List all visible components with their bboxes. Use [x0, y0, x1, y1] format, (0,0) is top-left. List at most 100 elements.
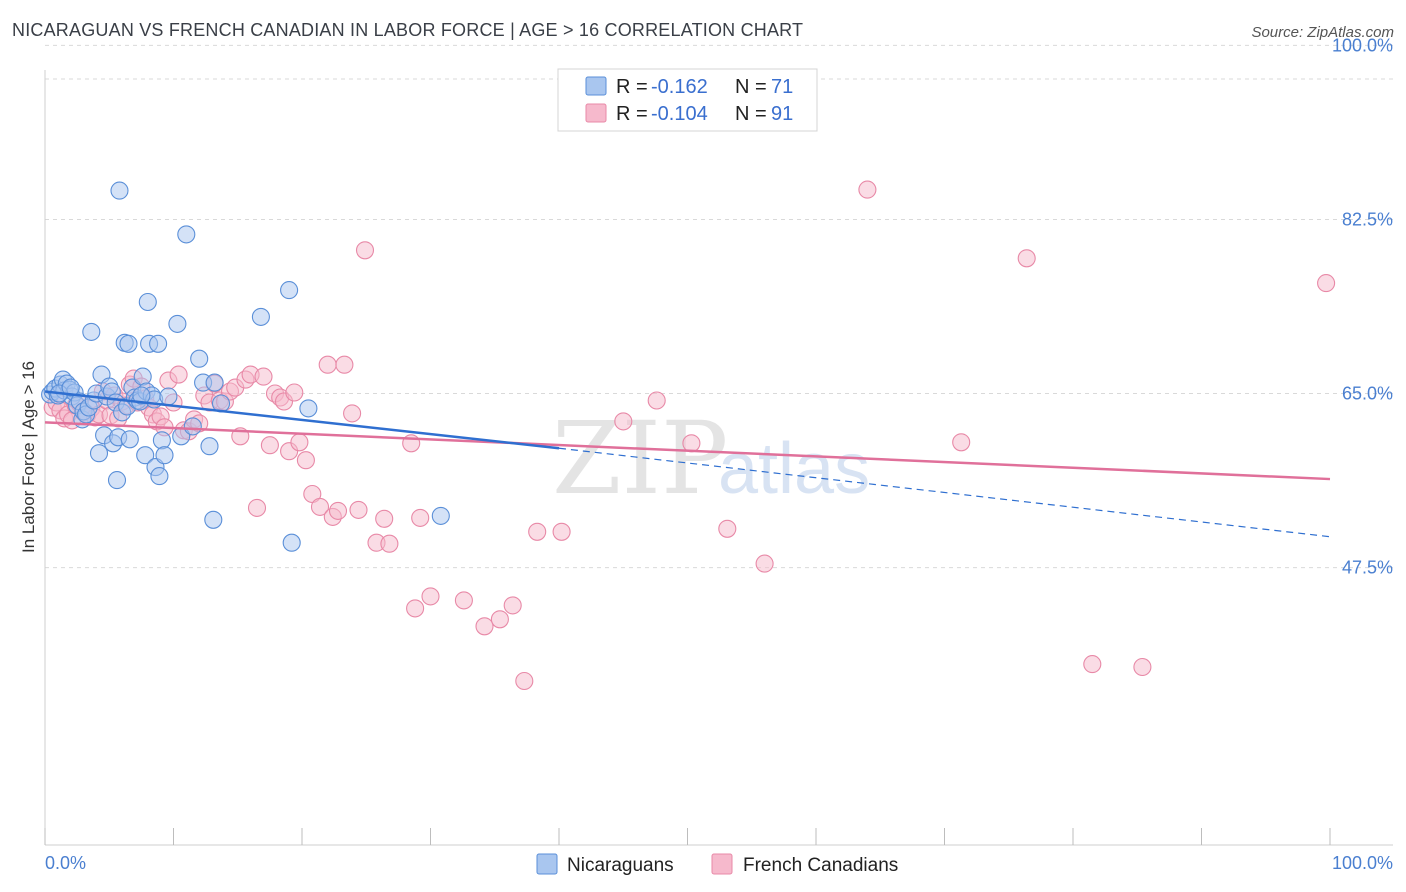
french-canadian-point — [328, 501, 348, 520]
legend-r-value-1: -0.162 — [651, 76, 708, 98]
nicaraguan-point — [168, 314, 187, 333]
nicaraguan-point — [190, 349, 209, 368]
french-canadian-point — [552, 522, 571, 541]
french-canadian-points — [43, 180, 1336, 691]
legend: R = -0.162 N = 71 R = -0.104 N = 91 — [557, 68, 818, 132]
nicaraguan-point — [431, 506, 450, 525]
french-canadian-point — [858, 180, 877, 199]
bottom-legend-nicaraguans: Nicaraguans — [567, 855, 674, 876]
nicaraguan-point — [107, 471, 127, 490]
french-canadian-point — [411, 508, 430, 527]
bottom-legend-french-canadians: French Canadians — [743, 855, 898, 876]
french-canadian-point — [503, 596, 522, 615]
nicaraguan-point — [110, 181, 129, 200]
nicaraguan-point — [200, 437, 219, 456]
french-canadian-point — [349, 500, 368, 519]
x-ticks — [44, 828, 1331, 845]
french-canadian-point — [355, 241, 375, 260]
french-canadian-point — [343, 404, 362, 423]
nicaraguan-point — [119, 334, 138, 353]
x-tick-label-max: 100.0% — [1332, 853, 1393, 873]
x-tick-label-min: 0.0% — [45, 853, 86, 873]
french-canadian-point — [285, 383, 304, 402]
y-tick-label: 100.0% — [1332, 35, 1393, 55]
nicaraguan-trend-line — [44, 390, 560, 450]
french-canadian-point — [254, 367, 273, 386]
nicaraguan-point — [280, 281, 299, 300]
nicaraguan-point — [138, 292, 157, 312]
french-canadian-point — [1133, 657, 1152, 677]
y-tick-label: 82.5% — [1342, 209, 1393, 229]
nicaraguan-point — [205, 373, 224, 392]
nicaraguan-point — [155, 446, 174, 465]
french-canadian-point — [1017, 249, 1036, 268]
nicaraguan-points — [41, 181, 450, 552]
french-canadian-point — [952, 433, 971, 452]
french-canadian-point — [421, 587, 440, 606]
nicaraguan-point — [61, 378, 80, 397]
french-canadian-point — [335, 355, 354, 374]
french-canadian-point — [169, 365, 188, 384]
french-canadian-point — [318, 355, 337, 374]
legend-n-label-2: N = — [735, 103, 767, 125]
trend-lines — [44, 390, 1331, 538]
french-canadian-trend-line — [44, 421, 1331, 481]
french-canadian-point — [614, 412, 633, 431]
nicaraguan-point — [136, 446, 155, 465]
legend-n-value-2: 91 — [771, 103, 793, 125]
y-tick-label: 47.5% — [1342, 558, 1393, 578]
nicaraguan-trend-extension — [558, 447, 1331, 538]
french-canadian-point — [647, 391, 666, 410]
french-canadian-point — [1317, 274, 1336, 293]
french-canadian-point — [247, 498, 267, 517]
bottom-legend: Nicaraguans French Canadians — [536, 853, 898, 876]
nicaraguan-point — [204, 510, 223, 529]
axes — [44, 70, 1393, 846]
nicaraguan-point — [183, 417, 202, 436]
legend-r-label-1: R = — [616, 76, 648, 98]
french-canadian-point — [528, 522, 547, 541]
nicaraguan-point — [132, 386, 151, 405]
legend-r-label-2: R = — [616, 103, 648, 125]
y-tick-labels: 47.5% 65.0% 82.5% 100.0% — [1332, 35, 1393, 577]
nicaraguan-point — [282, 533, 301, 552]
nicaraguan-point — [251, 307, 270, 326]
nicaraguan-point — [299, 399, 318, 418]
french-canadian-point — [406, 599, 425, 618]
watermark-zip: ZIP — [552, 400, 728, 517]
french-canadian-point — [310, 497, 330, 516]
bottom-legend-swatch-blue — [536, 853, 558, 875]
nicaraguan-point — [120, 430, 139, 449]
french-canadian-point — [755, 554, 774, 573]
legend-n-value-1: 71 — [771, 76, 793, 98]
nicaraguan-point — [150, 467, 169, 486]
nicaraguan-point — [152, 431, 171, 450]
french-canadian-point — [682, 434, 701, 453]
nicaraguan-point — [133, 367, 152, 386]
nicaraguan-point — [177, 225, 196, 244]
french-canadian-point — [515, 671, 534, 691]
source-label: Source: ZipAtlas.com — [1251, 24, 1394, 41]
nicaraguan-point — [149, 334, 168, 353]
french-canadian-point — [380, 534, 399, 553]
french-canadian-point — [260, 436, 279, 455]
legend-swatch-pink — [585, 103, 607, 123]
watermark: ZIP atlas — [552, 400, 870, 517]
nicaraguan-point — [159, 387, 178, 406]
legend-n-label-1: N = — [735, 76, 767, 98]
french-canadian-point — [475, 617, 494, 636]
french-canadian-point — [454, 591, 473, 610]
legend-swatch-blue — [585, 76, 607, 96]
french-canadian-point — [718, 519, 737, 538]
legend-r-value-2: -0.104 — [651, 103, 708, 125]
french-canadian-point — [490, 610, 509, 629]
nicaraguan-point — [82, 322, 101, 341]
y-axis-title: In Labor Force | Age > 16 — [19, 361, 38, 553]
french-canadian-point — [296, 451, 315, 470]
french-canadian-point — [290, 433, 309, 452]
bottom-legend-swatch-pink — [711, 853, 733, 875]
french-canadian-point — [1083, 655, 1102, 674]
french-canadian-point — [375, 509, 394, 528]
y-tick-label: 65.0% — [1342, 384, 1393, 404]
